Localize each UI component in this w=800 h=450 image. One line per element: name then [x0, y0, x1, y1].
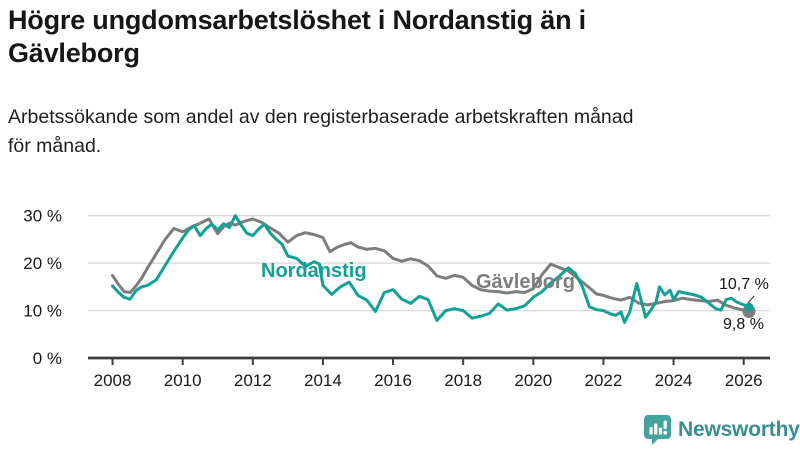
- series-label-nordanstig: Nordanstig: [261, 260, 367, 282]
- y-tick-label: 0 %: [33, 349, 62, 368]
- x-tick-label: 2008: [94, 371, 132, 390]
- annotation-leader-line: [747, 295, 755, 304]
- page-title: Högre ungdomsarbetslöshet i Nordanstig ä…: [8, 4, 788, 70]
- y-tick-label: 20 %: [23, 254, 62, 273]
- series-label-gavleborg: Gävleborg: [476, 271, 575, 293]
- chart-subtitle: Arbetssökande som andel av den registerb…: [8, 103, 798, 162]
- series-line-nordanstig: [111, 214, 751, 324]
- newsworthy-chart-bubble-icon: [644, 415, 671, 445]
- x-tick-label: 2018: [444, 371, 482, 390]
- subtitle-line-2: för månad.: [8, 135, 102, 158]
- x-tick-label: 2020: [514, 371, 552, 390]
- newsworthy-logo: Newsworthy: [643, 414, 800, 445]
- title-line-1: Högre ungdomsarbetslöshet i Nordanstig ä…: [8, 5, 586, 35]
- y-tick-label: 30 %: [23, 207, 62, 226]
- y-tick-label: 10 %: [23, 302, 62, 321]
- end-value-label-gavleborg: 9,8 %: [723, 316, 764, 333]
- title-line-2: Gävleborg: [8, 37, 140, 68]
- x-tick-label: 2012: [234, 371, 272, 390]
- end-dot-nordanstig: [744, 302, 754, 312]
- x-tick-label: 2016: [374, 371, 412, 390]
- brand-name: Newsworthy: [678, 417, 800, 441]
- x-tick-label: 2026: [725, 371, 763, 390]
- x-tick-label: 2022: [585, 371, 623, 390]
- subtitle-line-1: Arbetssökande som andel av den registerb…: [8, 106, 634, 128]
- series-line-gävleborg: [111, 217, 751, 313]
- x-tick-label: 2024: [655, 371, 693, 390]
- x-tick-label: 2014: [304, 371, 342, 390]
- end-value-label-nordanstig: 10,7 %: [719, 276, 769, 293]
- x-tick-label: 2010: [164, 371, 202, 390]
